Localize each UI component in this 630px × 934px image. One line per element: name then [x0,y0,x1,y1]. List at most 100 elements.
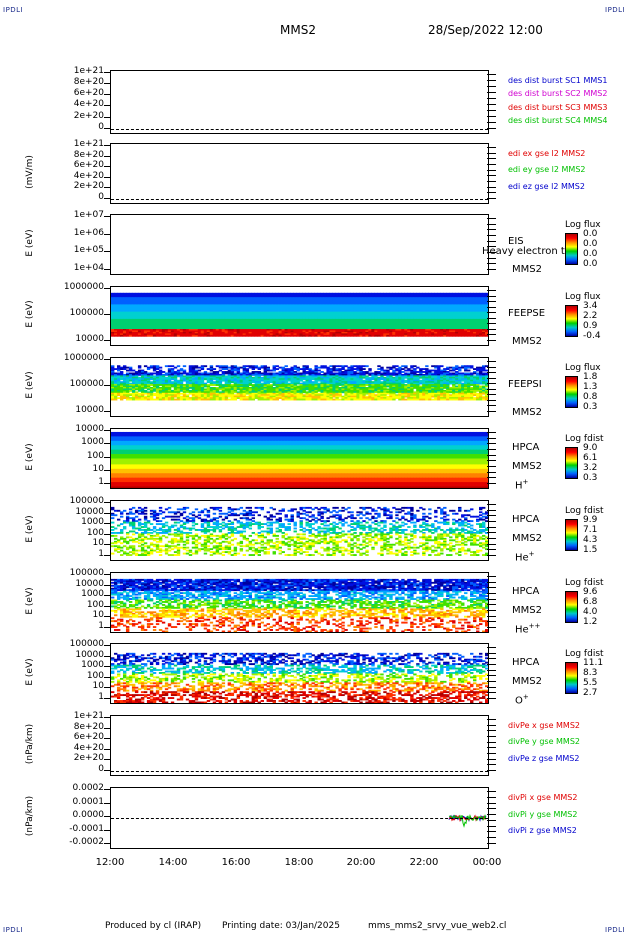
hpca-h-right-tick [487,471,496,473]
feepsi-right-tick [487,372,496,374]
edi-right-tick [487,147,496,148]
hpca-h-right-tick [487,454,496,456]
feepsi-spacecraft-label: MMS2 [512,407,542,418]
hpca-o-spacecraft-label: MMS2 [512,676,542,687]
feepse-instrument-label: FEEPSE [508,308,546,319]
hpca-o-ytick [104,677,110,678]
feepsi-right-tick [487,383,496,385]
feepsi-right-tick [487,361,496,362]
divpi-right-tick [487,831,496,833]
des-dist-legend-entry: des dist burst SC1 MMS1 [508,76,608,85]
hpca-hepp-ylabel: E (eV) [25,586,35,615]
des-dist-ytick [104,105,110,106]
divpe-ytick-label: 4e+20 [73,743,104,753]
hpca-hepp-colorbar-value: 4.0 [583,607,598,617]
edi-ytick-label: 1e+21 [73,139,104,149]
divpe-legend-entry: divPe x gse MMS2 [508,721,580,730]
eis-ytick [104,234,110,235]
eis-right-tick [487,229,496,231]
corner-label-bl: IPDLI [3,926,24,934]
hpca-o-ytick-label: 1 [98,692,104,702]
eis-ylabel: E (eV) [25,228,35,257]
divpi-ytick [104,843,110,844]
hpca-he-instrument-label: HPCA [512,514,540,525]
divpe-legend-entry: divPe y gse MMS2 [508,737,580,746]
des-dist-ytick [104,128,110,129]
hpca-h-colorbar-title: Log fdist [565,434,604,444]
divpi-ytick-label: 0.0000 [72,810,105,820]
hpca-h-colorbar-value: 9.0 [583,443,598,453]
divpe-ytick [104,749,110,750]
des-dist-ytick-label: 2e+20 [73,111,104,121]
hpca-hepp-ytick-label: 10000 [75,579,104,589]
hpca-o-ytick [104,656,110,657]
divpe-right-tick [487,724,496,726]
hpca-he-right-tick [487,521,496,522]
hpca-h-species-name: H [515,480,523,492]
divpe-right-tick [487,730,496,732]
feepsi-colorbar-value: 0.3 [583,402,598,412]
divpe-right-tick [487,719,496,720]
divpe-ytick-label: 1e+21 [73,711,104,721]
feepse-colorbar-value: 0.9 [583,321,598,331]
eis-colorbar [565,233,578,265]
feepse-colorbar-value: 2.2 [583,311,598,321]
hpca-h-right-tick [487,437,496,439]
corner-label-tl: IPDLI [3,6,24,14]
des-dist-right-tick [487,122,496,123]
hpca-h-ytick [104,457,110,458]
feepsi-right-tick [487,405,496,407]
divpi-series-3 [448,813,487,828]
hpca-o-ytick [104,645,110,646]
edi-ytick-label: 2e+20 [73,181,104,191]
hpca-h-instrument-label: HPCA [512,442,540,453]
hpca-o-colorbar-value: 5.5 [583,678,598,688]
hpca-h-ytick-label: 100 [86,451,104,461]
hpca-o-ylabel: E (eV) [25,657,35,686]
hpca-he-colorbar-value: 4.3 [583,535,598,545]
feepse-ytick-label: 100000 [69,308,104,318]
spacecraft-title: MMS2 [280,23,316,37]
feepsi-ytick-label: 100000 [69,379,104,389]
des-dist-right-tick [487,80,496,81]
hpca-he-ytick-label: 10 [92,538,104,548]
divpe-ytick-label: 8e+20 [73,722,104,732]
hpca-hepp-ytick [104,595,110,596]
hpca-hepp-ytick-label: 1000 [81,589,104,599]
hpca-o-instrument-label: HPCA [512,657,540,668]
eis-right-tick [487,218,496,219]
divpe-ytick-label: 0 [98,764,104,774]
divpi-right-tick [487,796,496,798]
hpca-hepp-panel [110,572,489,633]
feepsi-right-tick [487,377,496,379]
eis-ytick-label: 1e+05 [73,245,104,255]
divpi-ylabel: (nPa/km) [25,795,35,837]
eis-plot-area [111,215,488,274]
edi-panel [110,143,489,204]
feepse-right-tick [487,312,496,314]
edi-ytick [104,187,110,188]
des-dist-zero-line [111,129,488,130]
hpca-hepp-right-tick [487,587,496,589]
divpi-right-tick [487,802,496,804]
hpca-hepp-species-label: He++ [515,622,540,635]
hpca-hepp-species-charge: ++ [528,622,541,630]
edi-right-tick [487,169,496,171]
produced-by: Produced by cl (IRAP) [105,921,202,931]
hpca-he-ytick-label: 1000 [81,517,104,527]
des-dist-ytick [104,94,110,95]
feepsi-ytick [104,359,110,360]
des-dist-right-tick [487,104,496,105]
feepsi-colorbar [565,376,578,408]
divpe-right-tick [487,753,496,754]
edi-ytick-label: 0 [98,192,104,202]
hpca-h-colorbar-value: 0.3 [583,473,598,483]
feepse-right-tick [487,306,496,308]
printing-date: Printing date: 03/Jan/2025 [222,921,340,931]
hpca-he-right-tick [487,555,496,556]
hpca-o-ytick [104,687,110,688]
hpca-o-ytick [104,698,110,699]
hpca-he-right-tick [487,543,496,545]
edi-right-tick [487,175,496,177]
xtick-label: 16:00 [221,857,251,868]
